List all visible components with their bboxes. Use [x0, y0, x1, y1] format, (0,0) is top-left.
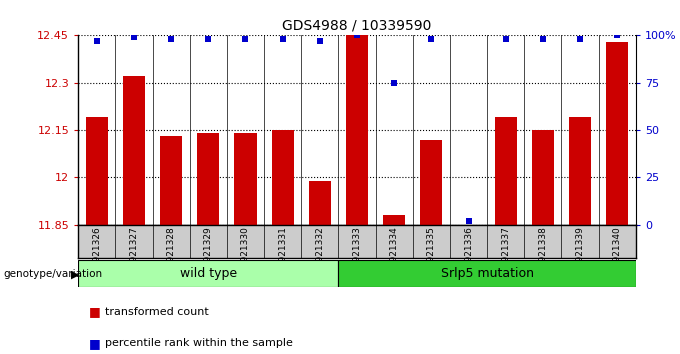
- Text: wild type: wild type: [180, 267, 237, 280]
- Point: [389, 80, 400, 86]
- Bar: [458, 225, 479, 228]
- Bar: [78, 260, 339, 287]
- Point: [463, 218, 474, 224]
- Point: [537, 36, 548, 42]
- Point: [575, 36, 585, 42]
- Text: transformed count: transformed count: [105, 307, 209, 316]
- Text: GSM921326: GSM921326: [92, 227, 101, 281]
- Text: ▶: ▶: [71, 269, 80, 279]
- Bar: [271, 130, 294, 225]
- Bar: [309, 181, 331, 225]
- Text: GSM921332: GSM921332: [316, 227, 324, 281]
- Text: GSM921336: GSM921336: [464, 227, 473, 281]
- Bar: [420, 139, 443, 225]
- Text: GSM921338: GSM921338: [539, 227, 547, 281]
- Text: ■: ■: [88, 337, 100, 350]
- Bar: [569, 118, 591, 225]
- Title: GDS4988 / 10339590: GDS4988 / 10339590: [282, 19, 432, 33]
- Point: [129, 34, 139, 40]
- Point: [500, 36, 511, 42]
- Bar: [86, 118, 108, 225]
- Text: GSM921339: GSM921339: [575, 227, 585, 281]
- Bar: [339, 260, 636, 287]
- Text: GSM921335: GSM921335: [427, 227, 436, 281]
- Text: percentile rank within the sample: percentile rank within the sample: [105, 338, 293, 348]
- Point: [91, 38, 102, 44]
- Bar: [197, 133, 220, 225]
- Bar: [494, 118, 517, 225]
- Text: GSM921334: GSM921334: [390, 227, 398, 281]
- Point: [277, 36, 288, 42]
- Text: Srlp5 mutation: Srlp5 mutation: [441, 267, 534, 280]
- Text: GSM921333: GSM921333: [352, 227, 362, 281]
- Bar: [383, 215, 405, 225]
- Text: GSM921329: GSM921329: [204, 227, 213, 281]
- Text: ■: ■: [88, 305, 100, 318]
- Point: [426, 36, 437, 42]
- Text: GSM921330: GSM921330: [241, 227, 250, 281]
- Point: [612, 33, 623, 38]
- Bar: [123, 76, 145, 225]
- Bar: [346, 35, 368, 225]
- Text: GSM921328: GSM921328: [167, 227, 175, 281]
- Text: GSM921327: GSM921327: [129, 227, 139, 281]
- Bar: [532, 130, 554, 225]
- Bar: [606, 42, 628, 225]
- Point: [166, 36, 177, 42]
- Point: [203, 36, 214, 42]
- Point: [352, 33, 362, 38]
- Bar: [235, 133, 256, 225]
- Text: genotype/variation: genotype/variation: [3, 269, 103, 279]
- Bar: [160, 136, 182, 225]
- Text: GSM921331: GSM921331: [278, 227, 287, 281]
- Point: [240, 36, 251, 42]
- Point: [314, 38, 325, 44]
- Text: GSM921340: GSM921340: [613, 227, 622, 281]
- Text: GSM921337: GSM921337: [501, 227, 510, 281]
